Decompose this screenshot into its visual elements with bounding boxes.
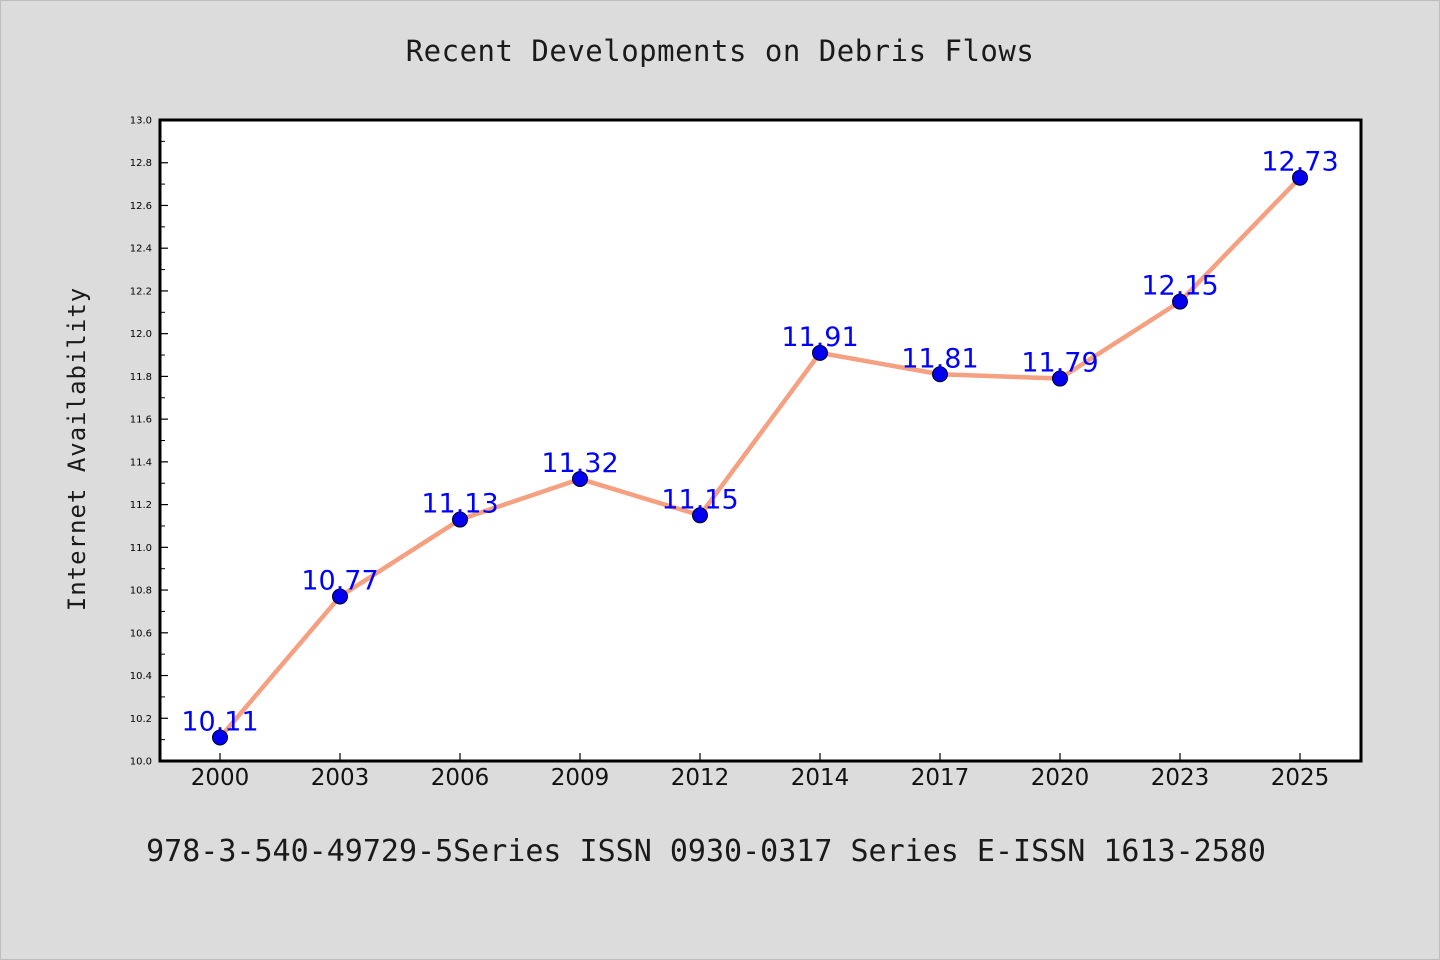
data-point-marker — [932, 366, 948, 383]
data-labels: 10.11 10.77 11.13 11.32 11.15 11.91 11.81 11.79… — [181, 147, 1338, 738]
x-tick-label: 2014 — [791, 765, 850, 791]
y-tick-label: 10.0 — [130, 757, 152, 768]
data-point-marker — [812, 344, 828, 361]
y-tick-label: 11.6 — [130, 415, 152, 426]
data-label: 11.15 — [661, 484, 738, 515]
x-tick-label: 2017 — [911, 765, 970, 791]
y-tick-label: 10.6 — [130, 628, 152, 639]
y-tick-label: 11.4 — [130, 457, 152, 468]
x-axis-ticks: 2000 2003 2006 2009 2012 2014 2017 2020 2023 2025 — [191, 753, 1330, 791]
data-point-marker — [572, 470, 588, 487]
data-label: 11.32 — [541, 448, 618, 479]
data-point-marker — [1052, 370, 1068, 387]
data-label: 10.11 — [181, 706, 258, 737]
y-tick-label: 12.4 — [130, 244, 152, 255]
y-tick-label: 10.4 — [130, 671, 152, 682]
x-tick-label: 2009 — [551, 765, 610, 791]
x-tick-label: 2006 — [431, 765, 490, 791]
x-tick-label: 2023 — [1151, 765, 1210, 791]
y-tick-label: 11.0 — [130, 543, 152, 554]
x-tick-label: 2012 — [671, 765, 730, 791]
y-tick-label: 13.0 — [130, 116, 152, 127]
chart-title: Recent Developments on Debris Flows — [405, 34, 1035, 68]
plot-frame — [158, 118, 1363, 763]
x-tick-label: 2000 — [191, 765, 250, 791]
y-tick-label: 10.2 — [130, 714, 152, 725]
data-point-marker — [1292, 169, 1308, 186]
data-label: 12.15 — [1141, 271, 1218, 302]
y-tick-label: 12.6 — [130, 201, 152, 212]
data-label: 11.81 — [901, 343, 978, 374]
data-label: 12.73 — [1261, 147, 1338, 178]
y-tick-label: 12.0 — [130, 329, 152, 340]
y-tick-label: 11.2 — [130, 500, 152, 511]
x-tick-label: 2020 — [1031, 765, 1090, 791]
y-tick-label: 12.8 — [130, 158, 152, 169]
data-label: 11.13 — [421, 489, 498, 520]
data-point-marker — [452, 511, 468, 528]
data-markers — [212, 169, 1308, 746]
y-tick-label: 12.2 — [130, 286, 152, 297]
y-tick-label: 11.8 — [130, 372, 152, 383]
data-point-marker — [212, 729, 228, 746]
data-point-marker — [332, 588, 348, 605]
series-line — [217, 175, 1303, 740]
plot-area — [160, 120, 1361, 761]
data-label: 10.77 — [301, 565, 378, 596]
x-tick-label: 2003 — [311, 765, 370, 791]
data-point-marker — [692, 507, 708, 524]
y-tick-label: 10.8 — [130, 586, 152, 597]
x-tick-label: 2025 — [1271, 765, 1330, 791]
footer-note: 978-3-540-49729-5Series ISSN 0930-0317 S… — [146, 834, 1266, 869]
data-label: 11.79 — [1021, 348, 1098, 379]
data-point-marker — [1172, 293, 1188, 310]
data-label: 11.91 — [781, 322, 858, 353]
